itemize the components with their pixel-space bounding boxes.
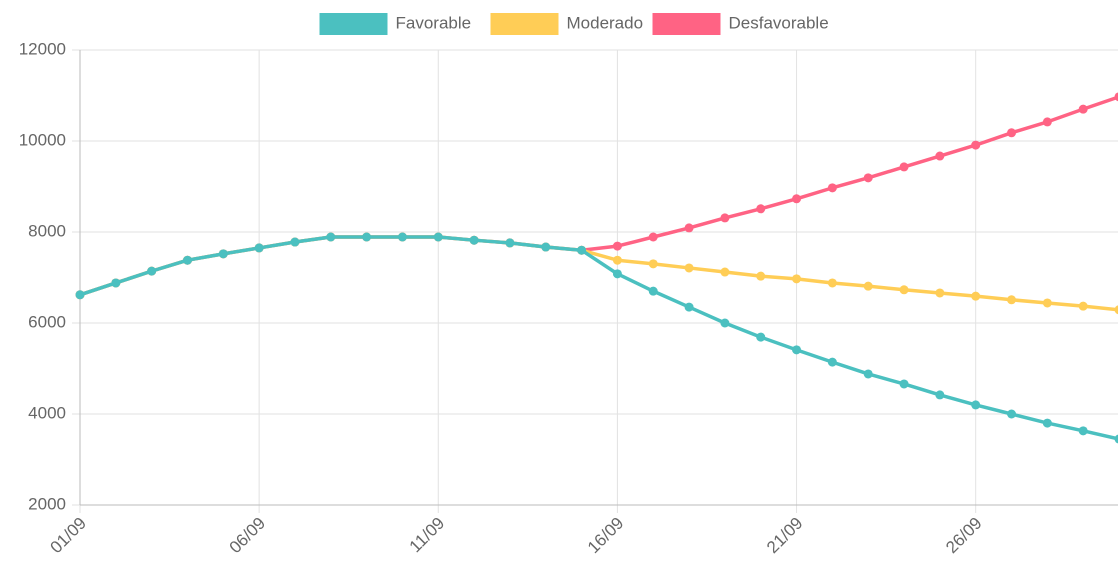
data-point [863,173,873,183]
data-point [1114,305,1118,315]
data-point [863,281,873,291]
legend-label: Desfavorable [729,13,829,32]
data-point [1042,418,1052,428]
data-point [612,241,622,251]
data-point [1078,426,1088,436]
y-tick-label: 12000 [19,39,66,58]
legend-swatch [490,13,559,35]
y-tick-label: 2000 [28,494,66,513]
data-point [684,223,694,233]
data-point [362,232,372,242]
legend-swatch [319,13,388,35]
data-point [1114,92,1118,102]
data-point [648,259,658,269]
legend-swatch [652,13,721,35]
data-point [111,278,121,288]
data-point [397,232,407,242]
data-point [863,369,873,379]
y-tick-label: 4000 [28,403,66,422]
data-point [1078,104,1088,114]
data-point [756,271,766,281]
data-point [469,235,479,245]
data-point [827,278,837,288]
x-tick-label: 21/09 [763,514,807,558]
series-line [79,95,1118,297]
data-point [147,266,157,276]
legend-label: Moderado [567,13,644,32]
x-tick-label: 11/09 [406,514,449,557]
data-point [1114,434,1118,444]
data-point [899,379,909,389]
y-tick-label: 8000 [28,221,66,240]
data-point [1007,295,1017,305]
data-point [720,318,730,328]
data-point [290,237,300,247]
data-point [612,269,622,279]
data-point [935,390,945,400]
data-point [792,345,802,355]
data-point [433,232,443,242]
data-point [541,242,551,252]
data-point [648,286,658,296]
data-point [827,357,837,367]
data-point [1007,128,1017,138]
data-point [720,267,730,277]
data-point [254,243,264,253]
data-point [971,140,981,150]
x-tick-label: 16/09 [584,514,628,558]
data-point [1042,298,1052,308]
data-point [505,238,515,248]
x-tick-label: 01/09 [46,514,90,558]
data-point [899,285,909,295]
data-point [75,290,85,300]
data-point [935,288,945,298]
data-point [756,204,766,214]
data-point [326,232,336,242]
data-point [720,213,730,223]
data-point [612,255,622,265]
data-point [182,255,192,265]
data-point [899,162,909,172]
data-point [935,151,945,161]
data-point [971,400,981,410]
data-point [1078,301,1088,311]
data-point [218,249,228,259]
data-point [792,194,802,204]
data-point [684,302,694,312]
legend-label: Favorable [396,13,472,32]
y-tick-label: 6000 [28,312,66,331]
series-line [79,235,1118,441]
data-point [756,332,766,342]
x-tick-label: 26/09 [942,514,986,558]
data-point [1042,117,1052,127]
data-point [1007,409,1017,419]
data-point [971,291,981,301]
data-point [648,232,658,242]
data-point [827,183,837,193]
data-point [577,245,587,255]
data-point [792,274,802,284]
y-tick-label: 10000 [19,130,66,149]
x-tick-label: 06/09 [226,514,270,558]
data-point [684,263,694,273]
